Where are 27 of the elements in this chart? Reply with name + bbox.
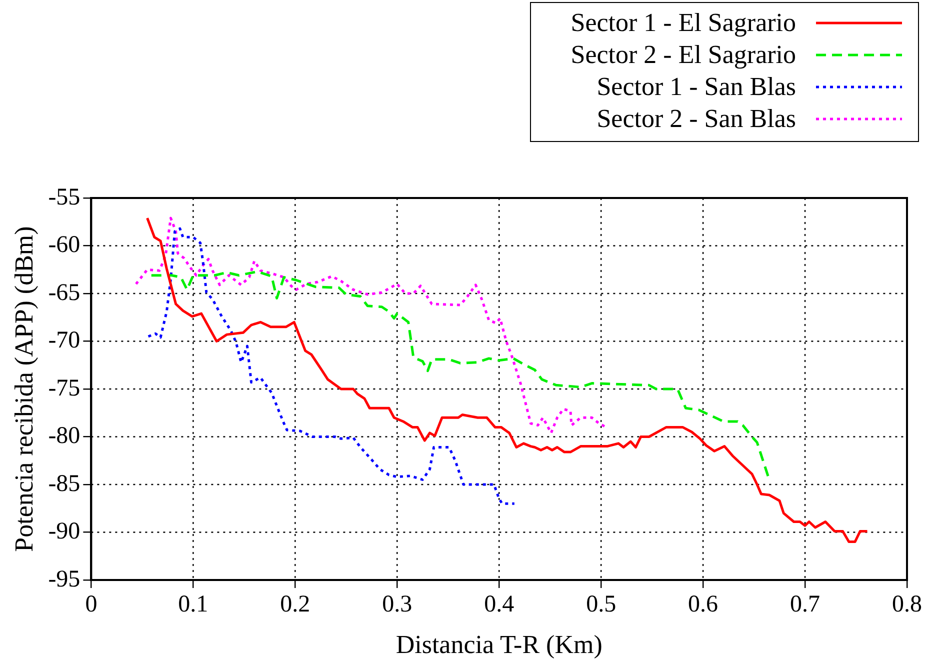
y-tick-label: -75 (48, 375, 80, 402)
x-tick-label: 0.2 (280, 592, 310, 618)
y-tick-label: -70 (48, 328, 80, 354)
y-tick-label: -95 (48, 566, 80, 592)
y-tick-label: -55 (48, 184, 80, 210)
y-tick-label: -80 (48, 423, 80, 450)
x-tick-label: 0.5 (586, 592, 616, 618)
x-tick-label: 0.8 (892, 592, 922, 618)
y-tick-label: -85 (48, 470, 80, 497)
line-series (150, 270, 770, 478)
y-tick-label: -65 (48, 280, 80, 306)
legend-label: Sector 2 - El Sagrario (570, 40, 796, 70)
y-tick-label: -60 (48, 232, 80, 258)
line-series (147, 227, 516, 505)
line-series (134, 216, 608, 434)
x-axis-title: Distancia T-R (Km) (396, 630, 602, 660)
x-tick-label: 0.4 (484, 592, 514, 618)
x-tick-label: 0.1 (178, 592, 208, 618)
y-tick-label: -90 (48, 518, 80, 545)
y-axis-title: Potencia recibida (APP) (dBm) (9, 226, 38, 552)
legend-label: Sector 1 - San Blas (596, 72, 796, 102)
x-tick-label: 0 (85, 592, 98, 618)
legend-label: Sector 2 - San Blas (596, 104, 796, 134)
x-tick-label: 0.3 (382, 592, 412, 618)
x-tick-label: 0.6 (688, 592, 718, 618)
legend-label: Sector 1 - El Sagrario (570, 8, 796, 38)
x-tick-label: 0.7 (790, 592, 820, 618)
